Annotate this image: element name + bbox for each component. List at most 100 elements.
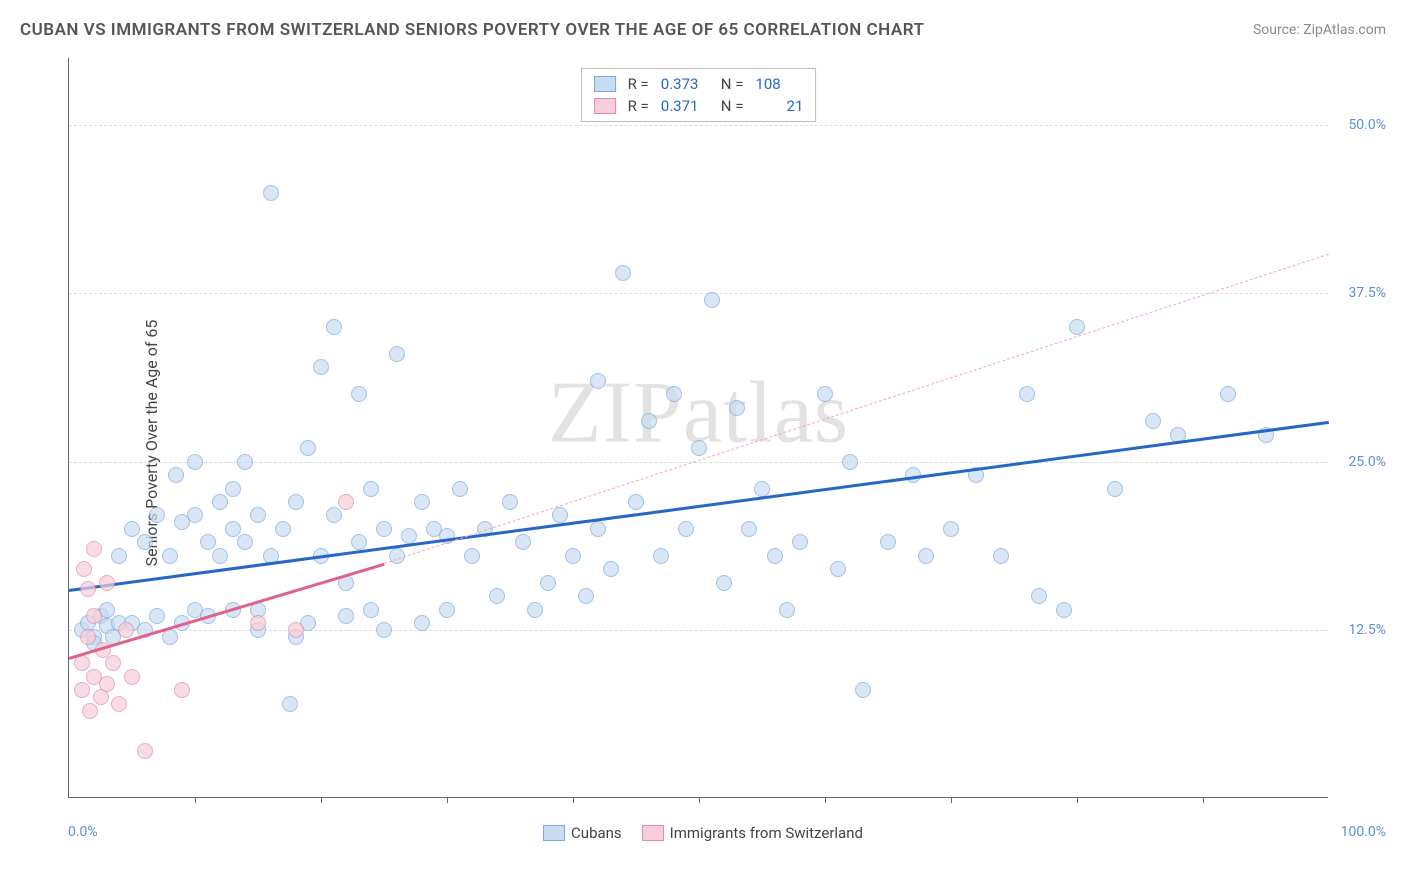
data-point	[691, 440, 707, 456]
data-point	[80, 629, 96, 645]
x-tick	[573, 797, 574, 803]
data-point	[99, 676, 115, 692]
data-point	[830, 561, 846, 577]
data-point	[779, 602, 795, 618]
data-point	[124, 669, 140, 685]
data-point	[200, 534, 216, 550]
chart-title: CUBAN VS IMMIGRANTS FROM SWITZERLAND SEN…	[20, 20, 924, 40]
plot-area: ZIPatlas R = 0.373 N = 108 R = 0.371 N =…	[68, 58, 1328, 798]
data-point	[187, 454, 203, 470]
data-point	[1019, 386, 1035, 402]
data-point	[225, 521, 241, 537]
data-point	[162, 548, 178, 564]
legend-item-cubans: Cubans	[543, 824, 622, 842]
data-point	[729, 400, 745, 416]
data-point	[326, 507, 342, 523]
data-point	[250, 507, 266, 523]
legend-label-swiss: Immigrants from Switzerland	[670, 824, 863, 842]
data-point	[118, 622, 134, 638]
data-point	[590, 521, 606, 537]
data-point	[741, 521, 757, 537]
data-point	[943, 521, 959, 537]
data-point	[111, 548, 127, 564]
data-point	[678, 521, 694, 537]
data-point	[338, 494, 354, 510]
data-point	[880, 534, 896, 550]
data-point	[250, 615, 266, 631]
data-point	[124, 521, 140, 537]
n-value-1: 21	[755, 97, 803, 115]
data-point	[590, 373, 606, 389]
data-point	[237, 454, 253, 470]
data-point	[515, 534, 531, 550]
data-point	[628, 494, 644, 510]
n-value-0: 108	[755, 75, 803, 93]
data-point	[716, 575, 732, 591]
trend-line	[69, 563, 385, 660]
data-point	[389, 346, 405, 362]
data-point	[105, 655, 121, 671]
data-point	[414, 494, 430, 510]
data-point	[704, 292, 720, 308]
data-point	[578, 588, 594, 604]
data-point	[1220, 386, 1236, 402]
data-point	[149, 608, 165, 624]
data-point	[149, 507, 165, 523]
data-point	[653, 548, 669, 564]
x-axis-min-label: 0.0%	[68, 824, 98, 840]
source-attribution: Source: ZipAtlas.com	[1253, 22, 1386, 38]
data-point	[313, 359, 329, 375]
legend-item-swiss: Immigrants from Switzerland	[642, 824, 863, 842]
data-point	[76, 561, 92, 577]
data-point	[137, 743, 153, 759]
data-point	[111, 696, 127, 712]
data-point	[174, 682, 190, 698]
data-point	[376, 622, 392, 638]
x-tick	[825, 797, 826, 803]
y-tick-label: 37.5%	[1348, 285, 1386, 301]
data-point	[464, 548, 480, 564]
r-label: R =	[628, 75, 649, 93]
data-point	[99, 575, 115, 591]
legend-stats-row-0: R = 0.373 N = 108	[594, 73, 804, 95]
data-point	[351, 534, 367, 550]
data-point	[168, 467, 184, 483]
data-point	[80, 581, 96, 597]
data-point	[540, 575, 556, 591]
data-point	[300, 440, 316, 456]
data-point	[817, 386, 833, 402]
data-point	[767, 548, 783, 564]
data-point	[666, 386, 682, 402]
gridline	[69, 462, 1328, 463]
data-point	[1031, 588, 1047, 604]
data-point	[225, 481, 241, 497]
data-point	[842, 454, 858, 470]
x-tick	[699, 797, 700, 803]
data-point	[502, 494, 518, 510]
x-tick	[951, 797, 952, 803]
data-point	[363, 481, 379, 497]
legend-series: Cubans Immigrants from Switzerland	[543, 824, 863, 842]
data-point	[615, 265, 631, 281]
gridline	[69, 293, 1328, 294]
data-point	[1107, 481, 1123, 497]
trend-line	[384, 253, 1329, 563]
data-point	[288, 622, 304, 638]
data-point	[754, 481, 770, 497]
r-label: R =	[628, 97, 649, 115]
y-tick-label: 50.0%	[1348, 117, 1386, 133]
data-point	[237, 534, 253, 550]
y-tick-label: 12.5%	[1348, 622, 1386, 638]
data-point	[401, 528, 417, 544]
data-point	[376, 521, 392, 537]
data-point	[282, 696, 298, 712]
x-tick	[195, 797, 196, 803]
data-point	[86, 608, 102, 624]
r-value-0: 0.373	[661, 75, 709, 93]
data-point	[275, 521, 291, 537]
data-point	[414, 615, 430, 631]
r-value-1: 0.371	[661, 97, 709, 115]
data-point	[363, 602, 379, 618]
n-label: N =	[721, 75, 744, 93]
data-point	[439, 602, 455, 618]
